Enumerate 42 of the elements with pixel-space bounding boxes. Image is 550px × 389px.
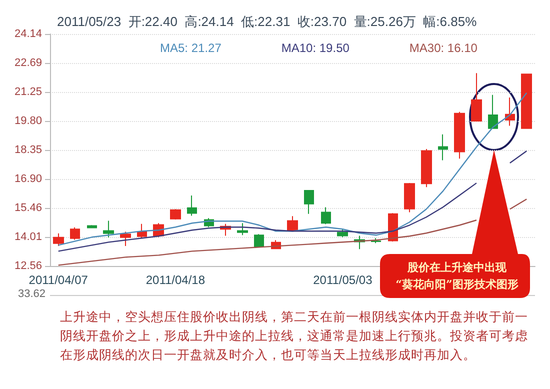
text: MA5: 21.27 [160,41,222,55]
text: MA30: 16.10 [409,41,478,55]
candlestick [170,208,181,220]
x-tick-label: 2011/04/07 [28,273,88,287]
y-tick-label: 14.01 [14,230,42,243]
text: 33.62 [18,288,46,300]
candlestick [103,220,114,238]
candlestick [438,134,448,161]
candlestick [254,234,264,248]
y-tick-label: 24.14 [14,28,42,40]
candlestick [87,224,97,229]
candlestick [287,216,298,232]
candlestick [371,238,381,244]
y-tick-label: 18.35 [14,144,42,156]
line-series [58,92,528,246]
y-tick-label: 12.56 [14,260,42,272]
chart-title: 2011/05/23 开:22.40 高:24.14 低:22.31 收:23.70 量:25.26万 幅:6.85% [57,14,478,29]
x-tick-label: 2011/04/18 [146,273,206,287]
candlestick [187,194,197,216]
candlestick [70,226,80,240]
y-tick-label: 15.46 [14,202,42,214]
text: MA10: 19.50 [281,41,350,55]
candlestick [321,206,331,225]
candlestick [120,231,131,246]
candlestick [404,182,415,213]
y-tick-label: 22.69 [14,57,42,70]
candlestick [237,222,248,236]
candlestick [304,190,314,214]
candlestick [454,111,465,160]
y-tick-label: 21.25 [14,86,42,98]
candlestick [137,223,147,239]
candlestick [521,74,532,129]
annotation: 股价在上升途中出现 “葵花向阳”图形技术图形 [394,260,520,293]
candlestick [337,228,348,238]
x-tick-label: 2011/05/03 [313,273,373,287]
candlestick [488,94,498,129]
candlestick [421,148,432,188]
candlestick [471,72,482,122]
candlestick [53,232,64,246]
y-tick-label: 19.80 [14,114,42,127]
text: 上升途中，空头想压住股价收出阴线，第二天在前一根阴线实体内开盘并收于前一阴线开盘价之上，形成上升中途的上拉线，这通常是加速上行预兆。投资者可考虑在形成阴线的次日一开盘就及时介入，也可等当天上拉线形成时再加入。 [60,308,529,364]
y-tick-label: 16.90 [14,173,42,186]
